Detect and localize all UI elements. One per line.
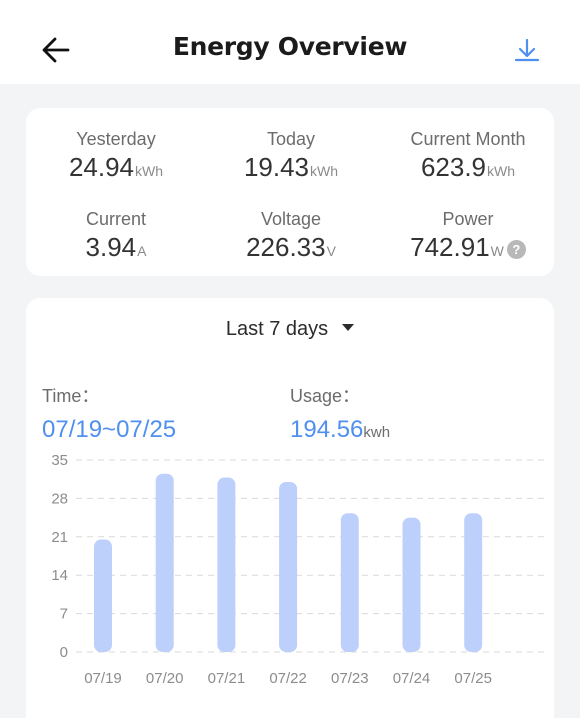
stat-unit: W <box>490 243 504 259</box>
download-button[interactable] <box>510 34 544 68</box>
stat-label: Voltage <box>260 209 322 229</box>
usage-bar-chart: 0 7 14 21 28 35 07/19 07/20 07/21 07/22 07/23 07/24… <box>51 452 544 687</box>
period-label: Last 7 days <box>225 318 329 340</box>
stat-unit: kWh <box>487 163 516 179</box>
stat-voltage: Voltage 226.33V <box>203 208 379 266</box>
time-label: Time： <box>42 386 100 406</box>
bar-07-21[interactable] <box>217 477 236 652</box>
y-tick-label: 21 <box>51 529 68 546</box>
x-tick-label: 07/19 <box>84 670 122 687</box>
x-tick-label: 07/20 <box>146 670 184 687</box>
stat-label: Current <box>85 209 147 229</box>
bar-07-24[interactable] <box>402 517 421 652</box>
help-icon[interactable]: ? <box>506 240 526 259</box>
y-tick-label: 0 <box>60 644 68 661</box>
usage-unit: kwh <box>363 424 391 441</box>
bar-07-22[interactable] <box>279 481 298 652</box>
stat-unit: kWh <box>135 163 164 179</box>
bar-07-23[interactable] <box>340 513 359 652</box>
usage-value: 194.56 <box>290 416 364 443</box>
caret-down-icon <box>342 324 355 331</box>
time-range-value: 07/19~07/25 <box>42 416 177 443</box>
stat-power: Power 742.91W? <box>380 208 556 266</box>
stat-value: 742.91 <box>410 232 490 262</box>
stat-label: Current Month <box>410 129 526 149</box>
stat-unit: V <box>326 243 336 259</box>
bar-07-19[interactable] <box>94 539 112 652</box>
usage-label: Usage： <box>290 386 361 406</box>
stat-label: Yesterday <box>76 129 156 149</box>
x-tick-label: 07/22 <box>269 670 307 687</box>
top-bar: Energy Overview <box>0 0 580 84</box>
page-title: Energy Overview <box>172 32 408 61</box>
back-button[interactable] <box>38 32 74 68</box>
stat-value: 3.94 <box>85 232 137 262</box>
y-tick-label: 7 <box>60 606 68 623</box>
x-tick-label: 07/24 <box>393 670 431 687</box>
stat-value: 19.43 <box>243 152 310 182</box>
arrow-left-icon <box>42 37 70 63</box>
y-tick-label: 35 <box>51 452 68 469</box>
x-tick-label: 07/23 <box>331 670 369 687</box>
download-icon <box>514 38 540 62</box>
stat-yesterday: Yesterday 24.94kWh <box>28 128 204 186</box>
stat-today: Today 19.43kWh <box>203 128 379 186</box>
stat-unit: kWh <box>310 163 339 179</box>
stat-value: 226.33 <box>246 232 326 262</box>
bar-07-25[interactable] <box>464 513 483 652</box>
stat-label: Today <box>266 129 316 149</box>
stats-card: Yesterday 24.94kWh Today 19.43kWh Curren… <box>26 108 554 276</box>
stat-value: 623.9 <box>420 152 487 182</box>
period-dropdown[interactable]: Last 7 days <box>26 318 554 341</box>
usage-total: 194.56kwh <box>290 416 390 444</box>
usage-chart-card: Last 7 days Time： 07/19~07/25 Usage： 194… <box>26 298 554 718</box>
x-tick-label: 07/21 <box>208 670 246 687</box>
stat-value: 24.94 <box>68 152 135 182</box>
stat-current: Current 3.94A <box>28 208 204 266</box>
y-tick-label: 28 <box>51 490 68 507</box>
stat-label: Power <box>442 209 494 229</box>
bar-07-20[interactable] <box>155 473 174 652</box>
stat-unit: A <box>137 243 147 259</box>
x-tick-label: 07/25 <box>454 670 492 687</box>
y-tick-label: 14 <box>51 567 68 584</box>
stat-current-month: Current Month 623.9kWh <box>380 128 556 186</box>
